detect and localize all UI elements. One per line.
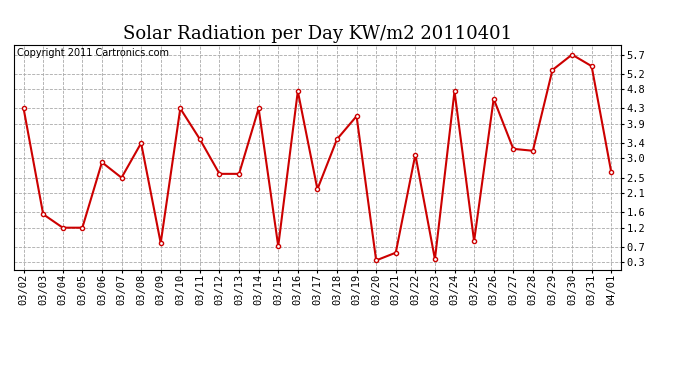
Text: Copyright 2011 Cartronics.com: Copyright 2011 Cartronics.com (17, 48, 169, 58)
Title: Solar Radiation per Day KW/m2 20110401: Solar Radiation per Day KW/m2 20110401 (123, 26, 512, 44)
